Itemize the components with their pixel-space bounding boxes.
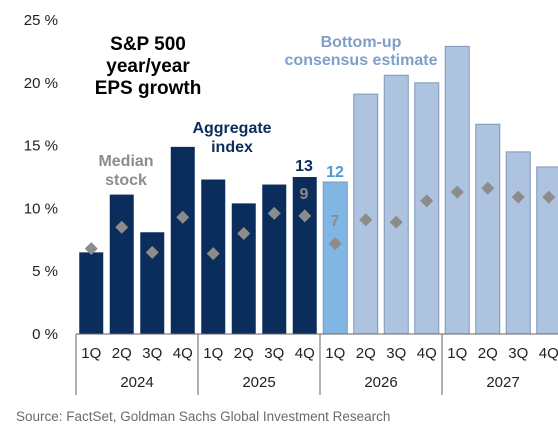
x-tick-label: 4Q <box>539 345 558 362</box>
x-tick-label: 1Q <box>325 345 345 362</box>
value-label-4q25-aggregate: 13 <box>295 158 313 175</box>
x-group-label: 2026 <box>364 374 397 391</box>
value-label-4q25-median: 9 <box>300 186 309 203</box>
bar <box>109 194 134 334</box>
y-tick-label: 20 % <box>24 75 58 92</box>
median-stock-label-line-2: stock <box>105 172 147 189</box>
bar <box>231 203 256 334</box>
x-group-label: 2025 <box>242 374 275 391</box>
y-tick-label: 10 % <box>24 200 58 217</box>
x-tick-label: 4Q <box>417 345 437 362</box>
x-tick-label: 1Q <box>447 345 467 362</box>
median-stock-markers <box>84 181 556 261</box>
median-marker <box>542 190 556 204</box>
y-tick-label: 15 % <box>24 138 58 155</box>
y-tick-label: 0 % <box>32 326 58 343</box>
bottom-up-label-line-1: Bottom-up <box>321 34 402 51</box>
x-group-label: 2027 <box>486 374 519 391</box>
y-axis-tick-labels: 0 % 5 % 10 % 15 % 20 % 25 % <box>24 12 58 343</box>
x-tick-label: 3Q <box>508 345 528 362</box>
median-marker <box>237 227 251 241</box>
median-marker <box>206 247 220 261</box>
bar <box>414 82 440 335</box>
bar <box>292 177 317 334</box>
x-tick-label: 3Q <box>386 345 406 362</box>
chart-title-line-1: S&P 500 <box>110 34 186 55</box>
median-marker <box>511 190 525 204</box>
bar <box>383 74 409 335</box>
x-tick-label: 1Q <box>203 345 223 362</box>
x-tick-label: 4Q <box>173 345 193 362</box>
median-marker <box>84 242 98 256</box>
bar <box>79 252 104 334</box>
median-marker <box>359 213 373 227</box>
median-marker <box>389 215 403 229</box>
source-note: Source: FactSet, Goldman Sachs Global In… <box>16 409 391 424</box>
median-marker <box>115 220 129 234</box>
median-marker <box>420 194 434 208</box>
median-marker <box>145 245 159 259</box>
y-tick-label: 25 % <box>24 12 58 29</box>
bar <box>475 123 501 335</box>
chart-title-line-3: EPS growth <box>95 78 202 99</box>
aggregate-index-label-line-1: Aggregate <box>192 120 271 137</box>
aggregate-index-label-line-2: index <box>211 139 253 156</box>
x-group-label: 2024 <box>120 374 153 391</box>
median-marker <box>481 181 495 195</box>
x-tick-label: 3Q <box>142 345 162 362</box>
x-axis: 1Q 2Q 3Q 4Q 1Q 2Q 3Q 4Q 1Q 2Q 3Q 4Q 1Q 2Q 3Q 4Q 2024 2025… <box>75 333 558 395</box>
chart-title-line-2: year/year <box>106 56 190 77</box>
x-tick-label: 2Q <box>112 345 132 362</box>
median-marker <box>267 206 281 220</box>
median-marker <box>176 210 190 224</box>
bar <box>322 181 348 335</box>
y-tick-label: 5 % <box>32 263 58 280</box>
x-tick-label: 2Q <box>478 345 498 362</box>
value-label-1q26-median: 7 <box>331 213 340 230</box>
median-marker <box>450 185 464 199</box>
x-tick-label: 2Q <box>234 345 254 362</box>
aggregate-index-bars <box>79 45 558 335</box>
value-label-1q26-aggregate: 12 <box>326 164 344 181</box>
median-marker <box>328 237 342 251</box>
x-tick-label: 2Q <box>356 345 376 362</box>
x-tick-label: 4Q <box>295 345 315 362</box>
bottom-up-label-line-2: consensus estimate <box>285 52 438 69</box>
median-stock-label-line-1: Median <box>98 153 153 170</box>
x-tick-label: 3Q <box>264 345 284 362</box>
bar <box>505 151 531 335</box>
median-marker <box>298 209 312 223</box>
x-tick-label: 1Q <box>81 345 101 362</box>
bar <box>170 146 195 334</box>
